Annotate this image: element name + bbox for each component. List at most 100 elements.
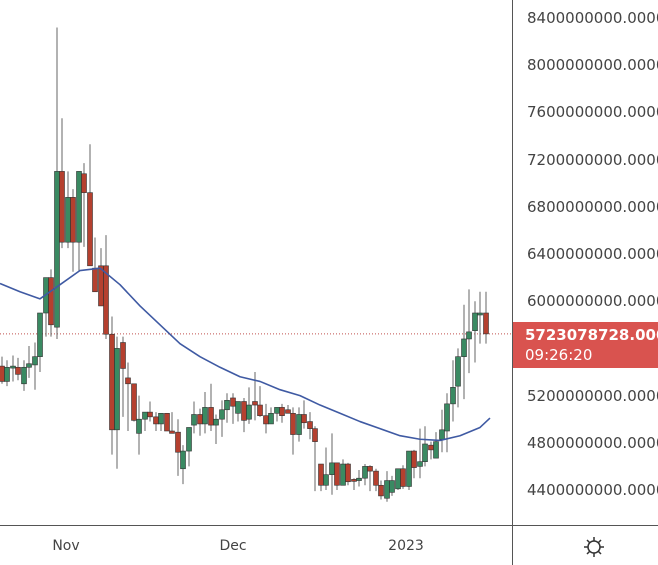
- candle: [208, 383, 214, 431]
- candle: [48, 269, 54, 337]
- price-tick-label: 7600000000.0000: [527, 103, 658, 122]
- candle: [87, 144, 93, 267]
- candle: [329, 433, 335, 495]
- candle: [59, 118, 65, 249]
- axis-corner: [512, 525, 658, 565]
- candle: [224, 393, 230, 423]
- price-tick-label: 8400000000.0000: [527, 9, 658, 27]
- price-tick-label: 6800000000.0000: [527, 197, 658, 216]
- candle: [455, 348, 461, 408]
- candle: [461, 304, 467, 400]
- moving-average-line: [0, 267, 491, 442]
- candle: [290, 407, 296, 455]
- price-tick-label: 6400000000.0000: [527, 245, 658, 263]
- candle: [411, 449, 417, 479]
- candle: [323, 447, 329, 490]
- price-tick-label: 6000000000.0000: [527, 292, 658, 311]
- candle: [153, 412, 159, 431]
- candle: [180, 445, 186, 485]
- price-axis[interactable]: 8400000000.0000 8000000000.0000 7600000000…: [512, 0, 658, 525]
- candle: [373, 468, 379, 492]
- candlestick-chart[interactable]: [0, 0, 512, 525]
- candle: [450, 360, 456, 422]
- candle: [15, 357, 21, 381]
- candle: [422, 426, 428, 467]
- settings-button[interactable]: [583, 536, 605, 558]
- candle: [219, 400, 225, 437]
- candle-countdown: 09:26:20: [525, 345, 593, 364]
- candle: [257, 386, 263, 417]
- candle: [120, 336, 126, 417]
- candle: [202, 392, 208, 434]
- candle: [21, 360, 27, 391]
- candle: [70, 189, 76, 272]
- candle: [136, 395, 142, 455]
- candle: [340, 459, 346, 486]
- candle: [477, 291, 483, 344]
- candle: [114, 336, 120, 469]
- candle: [147, 401, 153, 422]
- candle: [186, 427, 192, 467]
- candle: [43, 277, 49, 337]
- candle: [235, 401, 241, 422]
- candle: [98, 248, 104, 307]
- candle: [92, 237, 98, 293]
- candle: [26, 346, 32, 378]
- candle: [175, 419, 181, 476]
- candle: [318, 463, 324, 492]
- price-tick-label: 4400000000.0000: [527, 481, 658, 499]
- candle: [345, 462, 351, 486]
- candle: [334, 462, 340, 490]
- price-tick-label: 7200000000.0000: [527, 150, 658, 169]
- candle: [400, 465, 406, 489]
- last-price-value: 5723078728.0000: [525, 325, 658, 344]
- candle: [367, 465, 373, 492]
- candle: [158, 412, 164, 431]
- candle: [312, 426, 318, 492]
- candle: [466, 289, 472, 374]
- candle: [444, 393, 450, 453]
- candle: [32, 342, 38, 390]
- candle: [296, 407, 302, 442]
- candle: [378, 480, 384, 500]
- chart-plot-area[interactable]: [0, 0, 512, 525]
- candle: [131, 383, 137, 422]
- candle: [439, 409, 445, 453]
- candle: [142, 411, 148, 431]
- candle: [483, 291, 489, 344]
- candle: [103, 235, 109, 339]
- price-tick-label: 5200000000.0000: [527, 386, 658, 405]
- candle: [263, 403, 269, 434]
- candle: [301, 400, 307, 429]
- candle: [65, 171, 71, 249]
- candle: [384, 471, 390, 502]
- candle: [4, 360, 10, 387]
- time-axis[interactable]: Nov Dec 2023: [0, 525, 512, 565]
- price-tick-label: 4800000000.0000: [527, 433, 658, 452]
- candle: [10, 355, 16, 382]
- candle: [230, 393, 236, 424]
- candle: [351, 478, 357, 490]
- candle: [362, 464, 368, 486]
- candle: [54, 27, 60, 339]
- candle: [0, 356, 5, 384]
- candle: [433, 432, 439, 459]
- time-tick-label: Dec: [219, 538, 247, 554]
- gear-icon: [584, 537, 604, 557]
- candle: [197, 408, 203, 436]
- candle: [389, 475, 395, 496]
- candle: [417, 428, 423, 479]
- candle: [285, 405, 291, 414]
- candle: [37, 312, 43, 372]
- candle: [472, 301, 478, 363]
- candle: [246, 387, 252, 424]
- candle: [279, 403, 285, 423]
- candle: [81, 163, 87, 247]
- candle: [274, 407, 280, 422]
- candle: [241, 397, 247, 433]
- price-tick-label: 8000000000.0000: [527, 56, 658, 75]
- candle: [307, 412, 313, 440]
- candle: [213, 414, 219, 444]
- candle: [109, 316, 115, 455]
- candle: [268, 407, 274, 425]
